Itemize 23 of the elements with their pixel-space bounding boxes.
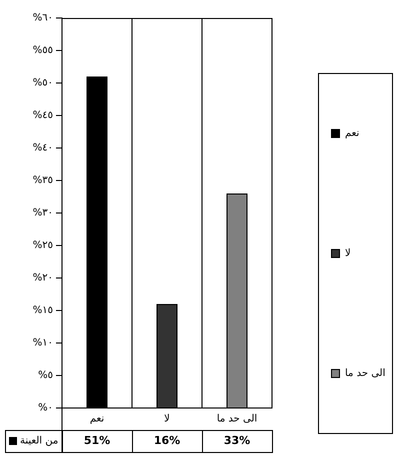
data-label: 51% xyxy=(84,434,110,447)
x-tick-label: لا xyxy=(164,414,170,425)
y-tick-label: %٤٥ xyxy=(32,110,53,122)
legend-label: من العينة xyxy=(20,436,58,447)
x-tick-label: الى حد ما xyxy=(216,414,258,425)
y-tick-label: %٣٠ xyxy=(32,208,53,219)
category-label: لا xyxy=(345,248,351,259)
x-tick-label: نعم xyxy=(90,414,104,425)
y-tick-label: %٥ xyxy=(38,370,53,382)
y-tick-label: %٤٠ xyxy=(32,142,53,154)
category-label: الى حد ما xyxy=(345,368,386,379)
y-tick-label: %٥٠ xyxy=(32,78,53,89)
data-label: 16% xyxy=(154,434,180,447)
y-tick-label: %٦٠ xyxy=(32,12,53,24)
y-tick-label: %١٥ xyxy=(32,305,53,316)
y-tick-label: %٢٥ xyxy=(32,240,53,252)
y-tick-label: %٠ xyxy=(38,402,53,414)
data-label: 33% xyxy=(224,434,250,447)
y-tick-label: %٥٥ xyxy=(32,45,53,56)
y-tick-label: %٢٠ xyxy=(32,272,53,284)
category-label: نعم xyxy=(345,128,360,140)
y-tick-label: %١٠ xyxy=(32,338,53,349)
y-tick-label: %٣٥ xyxy=(32,175,53,186)
